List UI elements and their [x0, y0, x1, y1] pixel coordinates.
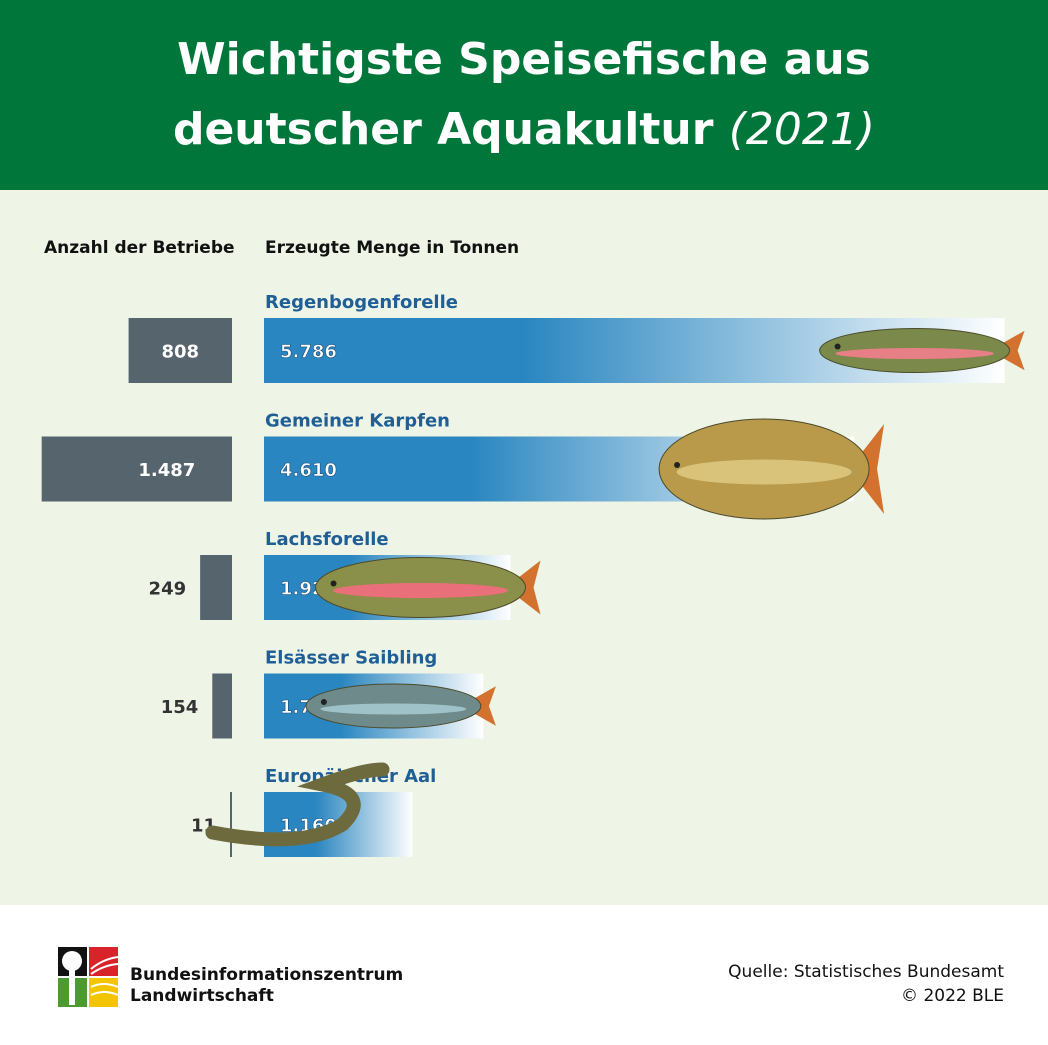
- fish-illustration: [315, 557, 541, 618]
- left-axis-label: Anzahl der Betriebe: [44, 238, 235, 258]
- header: Wichtigste Speisefische aus deutscher Aq…: [0, 0, 1048, 190]
- right-axis-label: Erzeugte Menge in Tonnen: [265, 238, 520, 258]
- category-label: Elsässer Saibling: [265, 648, 437, 669]
- category-label: Regenbogenforelle: [265, 292, 458, 313]
- eel-illustration: [205, 762, 390, 847]
- fish-illustration: [305, 683, 496, 729]
- source: Quelle: Statistisches Bundesamt © 2022 B…: [728, 960, 1004, 1008]
- brand-line1: Bundesinformationszentrum: [130, 965, 404, 985]
- footer: Bundesinformationszentrum Landwirtschaft…: [0, 905, 1048, 1045]
- brand-line2: Landwirtschaft: [130, 986, 274, 1006]
- farms-bar: [128, 318, 232, 383]
- brand-name: Bundesinformationszentrum Landwirtschaft: [130, 965, 403, 1007]
- category-label: Gemeiner Karpfen: [265, 411, 450, 432]
- fish-illustration: [658, 418, 885, 520]
- farms-value: 1.487: [138, 460, 195, 481]
- ble-logo: [58, 947, 118, 1007]
- farms-value: 154: [161, 697, 199, 718]
- production-value: 4.610: [280, 460, 337, 481]
- title-year: (2021): [728, 104, 876, 155]
- farms-bar: [230, 792, 232, 857]
- farms-value: 808: [161, 342, 199, 363]
- chart: Regenbogenforelle 5.786 808 Gemeiner Karpfe…: [41, 292, 1025, 857]
- farms-bar: [212, 673, 232, 739]
- production-value: 5.786: [280, 342, 337, 363]
- copyright-text: © 2022 BLE: [901, 986, 1004, 1006]
- fish-illustration: [819, 328, 1025, 373]
- title-line2: deutscher Aquakultur (2021): [0, 100, 1048, 160]
- title-text: deutscher Aquakultur: [172, 104, 714, 155]
- category-label: Lachsforelle: [265, 529, 389, 550]
- source-text: Quelle: Statistisches Bundesamt: [728, 962, 1004, 982]
- farms-bar: [200, 555, 232, 620]
- title-line1: Wichtigste Speisefische aus: [177, 34, 871, 85]
- farms-value: 249: [149, 579, 187, 600]
- farms-bar: [41, 436, 232, 502]
